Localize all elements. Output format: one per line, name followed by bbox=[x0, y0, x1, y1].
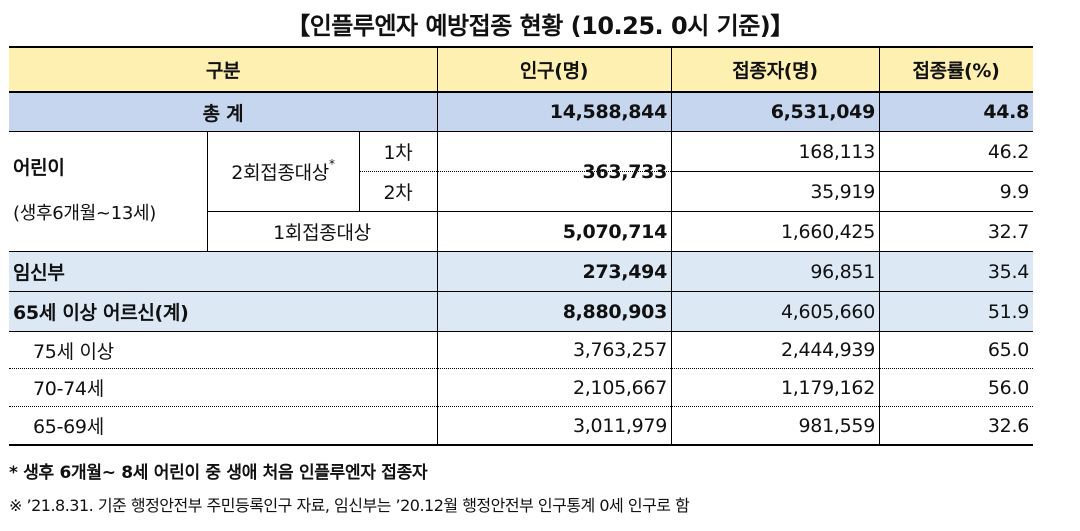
pregnant-vaccinated: 96,851 bbox=[810, 260, 875, 283]
header-population: 인구(명) bbox=[519, 60, 589, 82]
one-dose-population: 5,070,714 bbox=[562, 220, 668, 243]
header-bottom-border bbox=[9, 91, 1033, 93]
pregnant-label: 임신부 bbox=[13, 262, 65, 284]
age-75-label: 75세 이상 bbox=[33, 340, 114, 363]
children-age-range: (생후6개월~13세) bbox=[13, 203, 156, 224]
elderly-vaccinated: 4,605,660 bbox=[781, 300, 875, 323]
total-vaccinated: 6,531,049 bbox=[770, 101, 876, 123]
age-divider-1 bbox=[9, 368, 1033, 369]
age-75-rate: 65.0 bbox=[987, 339, 1029, 361]
footnote: * 생후 6개월~ 8세 어린이 중 생애 처음 인플루엔자 접종자 bbox=[9, 463, 428, 483]
vaccination-table: 구분 인구(명) 접종자(명) 접종률(%) 총 계 14,588,844 6,… bbox=[9, 46, 1033, 446]
children-label: 어린이 bbox=[13, 156, 65, 179]
elderly-rate: 51.9 bbox=[987, 300, 1029, 323]
total-row-background bbox=[9, 91, 1033, 131]
total-bottom-border bbox=[9, 131, 1033, 132]
dose-divider bbox=[359, 171, 671, 172]
col-divider-vaccinated bbox=[671, 46, 672, 446]
age-75-vaccinated: 2,444,939 bbox=[781, 339, 875, 361]
age-65-69-vaccinated: 981,559 bbox=[798, 414, 876, 437]
first-dose-rate: 46.2 bbox=[987, 140, 1029, 163]
two-dose-bottom-border bbox=[207, 211, 1033, 212]
elderly-label: 65세 이상 어르신(계) bbox=[13, 302, 189, 324]
two-dose-label-cell: 2회접종대상 * bbox=[207, 132, 359, 211]
dose-col-divider bbox=[359, 131, 360, 211]
age-70-74-population: 2,105,667 bbox=[573, 376, 667, 399]
age-65-69-population: 3,011,979 bbox=[573, 414, 667, 437]
second-dose-rate: 9.9 bbox=[999, 180, 1030, 203]
age-65-69-label: 65-69세 bbox=[33, 416, 104, 438]
age-75-population: 3,763,257 bbox=[573, 339, 667, 361]
col-divider-rate bbox=[879, 46, 880, 446]
elderly-population: 8,880,903 bbox=[562, 300, 668, 323]
one-dose-rate: 32.7 bbox=[987, 220, 1029, 243]
first-dose-vaccinated: 168,113 bbox=[798, 140, 876, 163]
age-divider-2 bbox=[9, 406, 1033, 407]
second-dose-label: 2차 bbox=[383, 182, 413, 204]
children-bottom-border bbox=[9, 251, 1033, 252]
total-population: 14,588,844 bbox=[549, 101, 668, 123]
one-dose-vaccinated: 1,660,425 bbox=[781, 220, 875, 243]
pregnant-rate: 35.4 bbox=[987, 260, 1029, 283]
age-70-74-vaccinated: 1,179,162 bbox=[781, 376, 875, 399]
col-divider-population bbox=[437, 46, 438, 446]
header-category: 구분 bbox=[205, 60, 241, 82]
header-rate: 접종률(%) bbox=[912, 60, 1000, 82]
pregnant-population: 273,494 bbox=[582, 260, 668, 283]
dose-value-divider bbox=[671, 171, 1033, 172]
age-65-69-rate: 32.6 bbox=[987, 414, 1029, 437]
table-bottom-border bbox=[9, 444, 1033, 446]
age-70-74-rate: 56.0 bbox=[987, 376, 1029, 399]
one-dose-label: 1회접종대상 bbox=[273, 222, 371, 244]
header-vaccinated: 접종자(명) bbox=[732, 60, 818, 82]
total-rate: 44.8 bbox=[983, 101, 1029, 123]
second-dose-vaccinated: 35,919 bbox=[810, 180, 875, 203]
two-dose-population: 363,733 bbox=[582, 160, 668, 183]
page-title: 【인플루엔자 예방접종 현황 (10.25. 0시 기준)】 bbox=[286, 12, 794, 40]
first-dose-label: 1차 bbox=[383, 142, 413, 164]
two-dose-label: 2회접종대상 bbox=[231, 162, 329, 184]
footnote-mark: * bbox=[329, 156, 335, 171]
age-70-74-label: 70-74세 bbox=[33, 378, 104, 400]
pregnant-bottom-border bbox=[9, 291, 1033, 292]
total-label: 총 계 bbox=[202, 102, 244, 125]
children-subcol-divider bbox=[207, 131, 208, 251]
table-top-border bbox=[9, 46, 1033, 48]
header-row-background bbox=[9, 46, 1033, 91]
source-note: ※ ’21.8.31. 기준 행정안전부 주민등록인구 자료, 임신부는 ’20… bbox=[9, 496, 690, 515]
elderly-bottom-border bbox=[9, 331, 1033, 332]
